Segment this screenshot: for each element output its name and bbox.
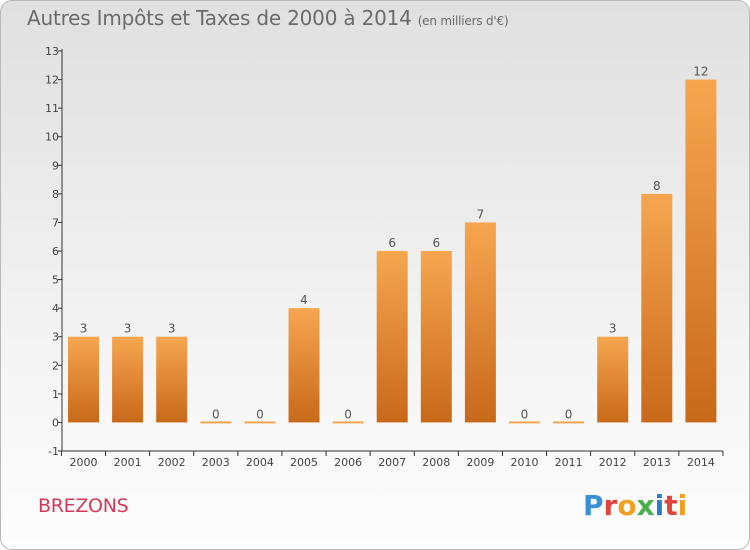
logo-letter: x: [636, 489, 655, 522]
data-label: 6: [388, 236, 396, 250]
x-tick-label: 2000: [70, 456, 98, 469]
data-label: 3: [124, 322, 132, 336]
y-tick-label: 1: [52, 388, 59, 401]
y-tick-label: 8: [52, 188, 59, 201]
logo-letter: r: [603, 489, 618, 522]
y-tick-label: 12: [45, 74, 59, 87]
x-tick-label: 2009: [466, 456, 494, 469]
x-tick-label: 2001: [114, 456, 142, 469]
bar: [156, 336, 188, 423]
data-label: 12: [693, 65, 708, 79]
x-tick-label: 2014: [687, 456, 715, 469]
data-label: 8: [653, 179, 661, 193]
x-tick-label: 2006: [334, 456, 362, 469]
x-tick-label: 2003: [202, 456, 230, 469]
y-tick-label: 6: [52, 245, 59, 258]
logo-letter: i: [654, 489, 665, 522]
x-tick-label: 2007: [378, 456, 406, 469]
y-tick-label: 4: [52, 302, 59, 315]
bar: [420, 251, 452, 423]
x-tick-label: 2004: [246, 456, 274, 469]
bar: [244, 421, 276, 424]
bar: [68, 336, 99, 423]
data-label: 3: [168, 322, 176, 336]
data-label: 0: [344, 407, 352, 421]
y-tick-label: 10: [45, 131, 59, 144]
y-tick-label: 9: [52, 159, 59, 172]
data-label: 4: [300, 293, 308, 307]
bar: [597, 336, 629, 423]
bar: [200, 421, 232, 424]
y-tick-label: 0: [52, 416, 59, 429]
x-tick-label: 2005: [290, 456, 318, 469]
chart-title: Autres Impôts et Taxes de 2000 à 2014 (en…: [27, 6, 509, 30]
chart-title-text: Autres Impôts et Taxes de 2000 à 2014: [27, 6, 412, 30]
logo-letter: t: [664, 489, 678, 522]
commune-name: BREZONS: [38, 495, 129, 517]
bar: [376, 251, 408, 423]
y-tick-label: 5: [52, 274, 59, 287]
logo-letter: P: [583, 489, 604, 522]
y-tick-label: -1: [48, 445, 59, 458]
data-label: 7: [477, 207, 485, 221]
bar: [685, 79, 717, 423]
data-label: 0: [565, 407, 573, 421]
y-tick-label: 2: [52, 359, 59, 372]
x-tick-label: 2013: [643, 456, 671, 469]
logo-letter: i: [677, 489, 688, 522]
data-label: 6: [432, 236, 440, 250]
y-tick-label: 11: [45, 102, 59, 115]
data-label: 0: [256, 407, 264, 421]
proxiti-logo: Proxiti: [583, 489, 687, 522]
y-tick-label: 13: [45, 45, 59, 58]
bar: [288, 308, 320, 423]
x-tick-label: 2011: [555, 456, 583, 469]
data-label: 0: [212, 407, 220, 421]
x-tick-label: 2010: [511, 456, 539, 469]
x-tick-label: 2012: [599, 456, 627, 469]
bar: [464, 222, 496, 423]
y-tick-label: 3: [52, 331, 59, 344]
logo-letter: o: [617, 489, 637, 522]
bar: [332, 421, 364, 424]
y-tick-label: 7: [52, 216, 59, 229]
bar: [509, 421, 540, 424]
data-label: 3: [80, 322, 88, 336]
chart-subtitle: (en milliers d'€): [417, 14, 509, 28]
bar: [553, 421, 585, 424]
x-tick-label: 2008: [422, 456, 450, 469]
data-label: 3: [609, 322, 617, 336]
bar: [112, 336, 144, 423]
bar: [641, 193, 673, 423]
x-tick-label: 2002: [158, 456, 186, 469]
data-label: 0: [521, 407, 529, 421]
